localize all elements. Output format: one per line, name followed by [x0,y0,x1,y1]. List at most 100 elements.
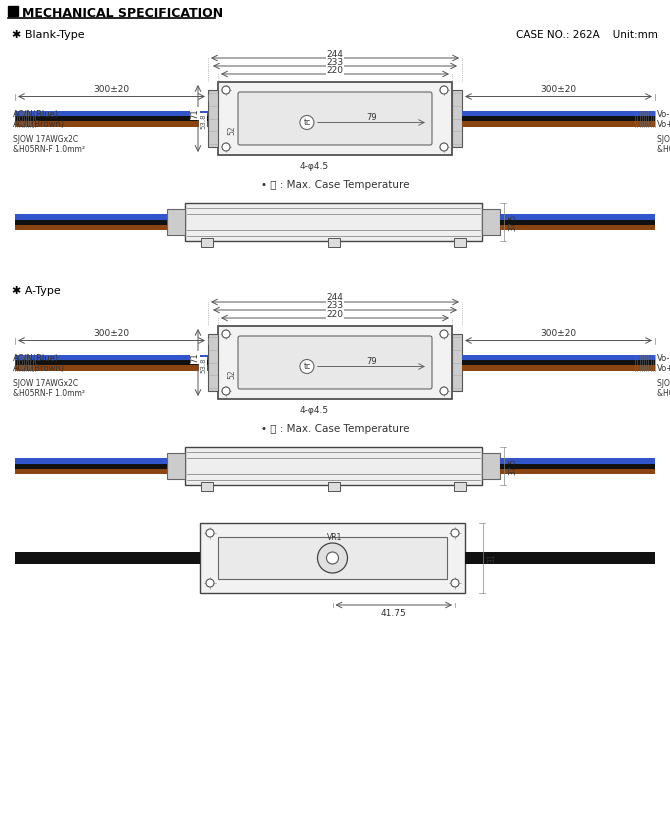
Text: 41.75: 41.75 [381,608,407,617]
Text: 244: 244 [326,294,344,303]
Bar [500,214,655,220]
Text: 300±20: 300±20 [541,85,577,94]
Bar [328,238,340,247]
Text: ✱ A-Type: ✱ A-Type [12,286,61,296]
Text: Vo-(Blue): Vo-(Blue) [657,110,670,119]
Bar [462,110,655,116]
Text: 4-φ4.5: 4-φ4.5 [300,406,329,415]
Bar [208,90,218,147]
Circle shape [318,543,348,573]
Text: 53.8: 53.8 [200,358,206,374]
Text: AC/N(Blue): AC/N(Blue) [13,354,59,363]
Text: VR1: VR1 [327,533,342,542]
Bar [201,482,213,491]
Bar [15,214,167,230]
Circle shape [222,387,230,395]
Bar [500,458,655,463]
Bar [462,355,655,370]
Circle shape [222,143,230,151]
Text: • Ⓣ : Max. Case Temperature: • Ⓣ : Max. Case Temperature [261,180,409,190]
Text: Vo+(Brown): Vo+(Brown) [657,120,670,129]
Text: 4-φ4.5: 4-φ4.5 [300,162,329,171]
Bar [15,121,208,127]
Bar [185,447,482,485]
Circle shape [206,529,214,537]
Bar [500,468,655,474]
FancyBboxPatch shape [238,336,432,389]
Bar [15,365,208,370]
Bar [15,225,167,230]
Bar [482,209,500,235]
Bar [167,453,185,479]
Bar [15,110,208,127]
Circle shape [206,579,214,587]
Bar [462,355,655,360]
Bar [462,110,655,127]
Text: SJOW 17AWGx2C
&H05RN-F 1.0mm²: SJOW 17AWGx2C &H05RN-F 1.0mm² [13,379,85,398]
Text: 79: 79 [366,357,377,366]
Text: 220: 220 [326,66,344,75]
Text: • Ⓣ : Max. Case Temperature: • Ⓣ : Max. Case Temperature [261,424,409,434]
Circle shape [440,330,448,338]
Text: 71: 71 [190,108,200,119]
Text: SJOW 17AWGx2C
&H05RN-F 1.0mm²: SJOW 17AWGx2C &H05RN-F 1.0mm² [657,379,670,398]
Text: SJOW 17AWGx2C
&H05RN-F 1.0mm²: SJOW 17AWGx2C &H05RN-F 1.0mm² [657,134,670,154]
Bar [15,355,208,360]
Text: 220: 220 [326,309,344,319]
Bar [454,482,466,491]
Bar [201,238,213,247]
Bar [500,225,655,230]
Bar [185,203,482,241]
FancyBboxPatch shape [238,92,432,145]
Text: 300±20: 300±20 [93,85,129,94]
Bar [15,214,167,220]
Circle shape [440,387,448,395]
Circle shape [300,360,314,374]
Text: 31: 31 [487,553,496,563]
Bar [8,6,18,16]
Bar [15,458,167,474]
Circle shape [222,86,230,94]
Circle shape [451,579,459,587]
Text: 37.5: 37.5 [508,213,517,230]
Circle shape [451,529,459,537]
Text: 233: 233 [326,301,344,310]
Circle shape [440,86,448,94]
Bar [15,355,208,370]
Text: 233: 233 [326,58,344,67]
Bar [15,468,167,474]
Bar [328,482,340,491]
Bar [15,552,200,564]
Text: tc: tc [304,362,311,371]
Text: MECHANICAL SPECIFICATION: MECHANICAL SPECIFICATION [22,7,223,20]
Circle shape [440,143,448,151]
Bar [452,90,462,147]
Text: 52: 52 [228,126,237,135]
Text: AC/L(Brown): AC/L(Brown) [13,120,65,129]
Text: 300±20: 300±20 [93,329,129,338]
Bar [465,552,655,564]
Text: 71: 71 [190,352,200,363]
Text: 244: 244 [326,49,344,58]
Bar [208,334,218,391]
Text: CASE NO.: 262A    Unit:mm: CASE NO.: 262A Unit:mm [516,30,658,40]
Text: SJOW 17AWGx2C
&H05RN-F 1.0mm²: SJOW 17AWGx2C &H05RN-F 1.0mm² [13,134,85,154]
Bar [452,334,462,391]
Bar [200,523,465,593]
Bar [500,458,655,474]
Text: 37.5: 37.5 [508,458,517,475]
Bar [454,238,466,247]
Text: ✱ Blank-Type: ✱ Blank-Type [12,30,84,40]
Bar [462,365,655,370]
Bar [15,110,208,116]
Text: Vo+(Brown): Vo+(Brown) [657,364,670,373]
Text: AC/N(Blue): AC/N(Blue) [13,110,59,119]
Text: Vo-(Blue): Vo-(Blue) [657,354,670,363]
Bar [482,453,500,479]
Bar [218,82,452,155]
Bar [462,121,655,127]
Circle shape [326,552,338,564]
Circle shape [300,115,314,129]
Text: 52: 52 [228,370,237,379]
Text: 300±20: 300±20 [541,329,577,338]
